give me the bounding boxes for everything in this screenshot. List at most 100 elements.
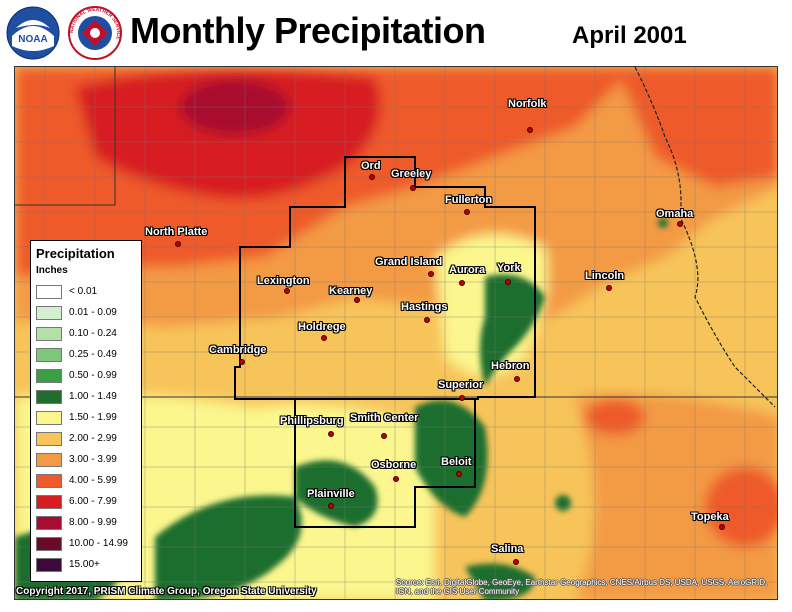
precipitation-map: Norfolk Ord Greeley Fullerton North Plat… [14, 66, 778, 600]
city-dot [505, 279, 511, 285]
legend-swatch [36, 285, 62, 299]
noaa-logo-text: NOAA [18, 34, 47, 45]
legend-item: 15.00+ [36, 558, 140, 573]
legend-item: 0.01 - 0.09 [36, 306, 140, 321]
copyright-text: Copyright 2017, PRISM Climate Group, Ore… [16, 586, 317, 597]
city-dot [428, 271, 434, 277]
city-label: Osborne [371, 459, 417, 471]
city-dot [424, 317, 430, 323]
legend-swatch [36, 453, 62, 467]
legend-item: 1.50 - 1.99 [36, 411, 140, 426]
map-date: April 2001 [572, 22, 687, 49]
city-label: Fullerton [445, 194, 493, 206]
city-label: Norfolk [508, 98, 547, 110]
city-label: Holdrege [298, 321, 346, 333]
precipitation-map-canvas [15, 67, 777, 599]
noaa-logo-icon: NOAA [6, 6, 60, 60]
legend-swatch [36, 411, 62, 425]
header: NOAA NATIONAL WEATHER SERVICE Monthly Pr… [0, 0, 792, 66]
legend-swatch [36, 558, 62, 572]
city-label: Cambridge [209, 344, 267, 356]
legend-item: 6.00 - 7.99 [36, 495, 140, 510]
legend-item: 0.50 - 0.99 [36, 369, 140, 384]
city-label: Lincoln [585, 270, 625, 282]
city-label: Aurora [449, 264, 486, 276]
city-dot [719, 524, 725, 530]
legend-item: 2.00 - 2.99 [36, 432, 140, 447]
legend-label: 2.00 - 2.99 [69, 433, 117, 444]
legend-label: < 0.01 [69, 286, 98, 297]
legend-item: < 0.01 [36, 285, 140, 300]
city-dot [354, 297, 360, 303]
city-label: Greeley [391, 168, 432, 180]
city-label: Grand Island [375, 256, 443, 268]
legend-swatch [36, 348, 62, 362]
legend-title: Precipitation [36, 246, 115, 261]
city-dot [606, 285, 612, 291]
city-label: York [497, 262, 521, 274]
city-dot [175, 241, 181, 247]
legend-swatch [36, 432, 62, 446]
city-label: Kearney [329, 285, 373, 297]
legend-swatch [36, 327, 62, 341]
legend-label: 4.00 - 5.99 [69, 475, 117, 486]
city-dot [284, 288, 290, 294]
legend-swatch [36, 369, 62, 383]
legend-item: 1.00 - 1.49 [36, 390, 140, 405]
city-label: Superior [438, 379, 484, 391]
city-label: Beloit [441, 456, 472, 468]
city-dot [459, 280, 465, 286]
legend-units: Inches [36, 265, 68, 276]
city-label: Salina [491, 543, 524, 555]
legend-item: 8.00 - 9.99 [36, 516, 140, 531]
legend-item: 3.00 - 3.99 [36, 453, 140, 468]
legend-item: 0.10 - 0.24 [36, 327, 140, 342]
city-label: Phillipsburg [280, 415, 344, 427]
legend-swatch [36, 474, 62, 488]
city-dot [677, 221, 683, 227]
source-line: IGN, and the GIS User Community [396, 587, 520, 596]
city-dot [239, 359, 245, 365]
city-label: Lexington [257, 275, 310, 287]
legend-label: 1.00 - 1.49 [69, 391, 117, 402]
city-dot [369, 174, 375, 180]
city-label: Smith Center [350, 412, 419, 424]
city-dot [464, 209, 470, 215]
legend-swatch [36, 495, 62, 509]
city-dot [321, 335, 327, 341]
city-label: Topeka [691, 511, 729, 523]
city-label: Hebron [491, 360, 530, 372]
legend-label: 0.01 - 0.09 [69, 307, 117, 318]
city-dot [514, 376, 520, 382]
city-label: Ord [361, 160, 381, 172]
city-label: North Platte [145, 226, 208, 238]
nws-logo-icon: NATIONAL WEATHER SERVICE [68, 6, 122, 60]
city-label: Hastings [401, 301, 448, 313]
city-dot [328, 431, 334, 437]
city-label: Omaha [656, 208, 694, 220]
legend-label: 3.00 - 3.99 [69, 454, 117, 465]
legend-label: 1.50 - 1.99 [69, 412, 117, 423]
map-legend: Precipitation Inches < 0.01 0.01 - 0.09 0.… [30, 240, 142, 582]
source-line: Source: Esri, DigitalGlobe, GeoEye, Eart… [396, 578, 768, 587]
legend-label: 8.00 - 9.99 [69, 517, 117, 528]
source-attribution: Source: Esri, DigitalGlobe, GeoEye, Eart… [396, 578, 776, 596]
city-dot [513, 559, 519, 565]
city-label: Plainville [307, 488, 355, 500]
legend-label: 0.25 - 0.49 [69, 349, 117, 360]
legend-item: 10.00 - 14.99 [36, 537, 140, 552]
legend-label: 10.00 - 14.99 [69, 538, 128, 549]
city-dot [393, 476, 399, 482]
legend-label: 0.10 - 0.24 [69, 328, 117, 339]
legend-item: 4.00 - 5.99 [36, 474, 140, 489]
city-dot [381, 433, 387, 439]
city-dot [459, 395, 465, 401]
legend-swatch [36, 537, 62, 551]
city-dot [410, 185, 416, 191]
legend-item: 0.25 - 0.49 [36, 348, 140, 363]
legend-label: 6.00 - 7.99 [69, 496, 117, 507]
legend-label: 15.00+ [69, 559, 100, 570]
legend-swatch [36, 390, 62, 404]
city-dot [527, 127, 533, 133]
city-dot [328, 503, 334, 509]
